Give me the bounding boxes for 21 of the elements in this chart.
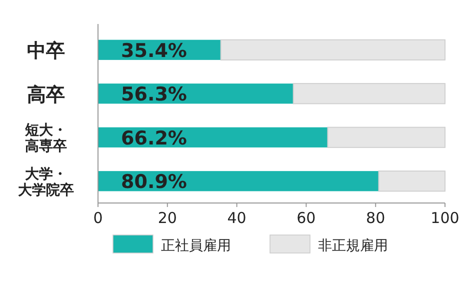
x-tick-label: 20: [158, 209, 177, 227]
y-tick-label: 短大・高専卒: [24, 122, 67, 155]
y-tick-label: 高卒: [27, 84, 65, 106]
data-label: 56.3%: [121, 84, 187, 106]
bar: [327, 126, 446, 148]
bar: [292, 83, 446, 104]
y-tick-label: 大学・大学院卒: [18, 166, 74, 198]
x-tick-label: 40: [227, 209, 246, 227]
bar: [220, 39, 446, 60]
x-tick-label: 80: [366, 209, 386, 227]
legend-label: 正社員雇用: [161, 238, 231, 254]
y-tick-label: 中卒: [27, 40, 65, 62]
x-tick-label: 100: [430, 209, 460, 227]
legend-label: 非正規雇用: [318, 238, 388, 254]
data-label: 35.4%: [121, 40, 187, 62]
data-label: 66.2%: [121, 127, 187, 150]
x-tick-label: 60: [296, 209, 316, 227]
x-tick-label: 0: [93, 209, 103, 227]
bar: [378, 170, 446, 192]
data-label: 80.9%: [121, 171, 187, 194]
bar: [98, 171, 379, 192]
